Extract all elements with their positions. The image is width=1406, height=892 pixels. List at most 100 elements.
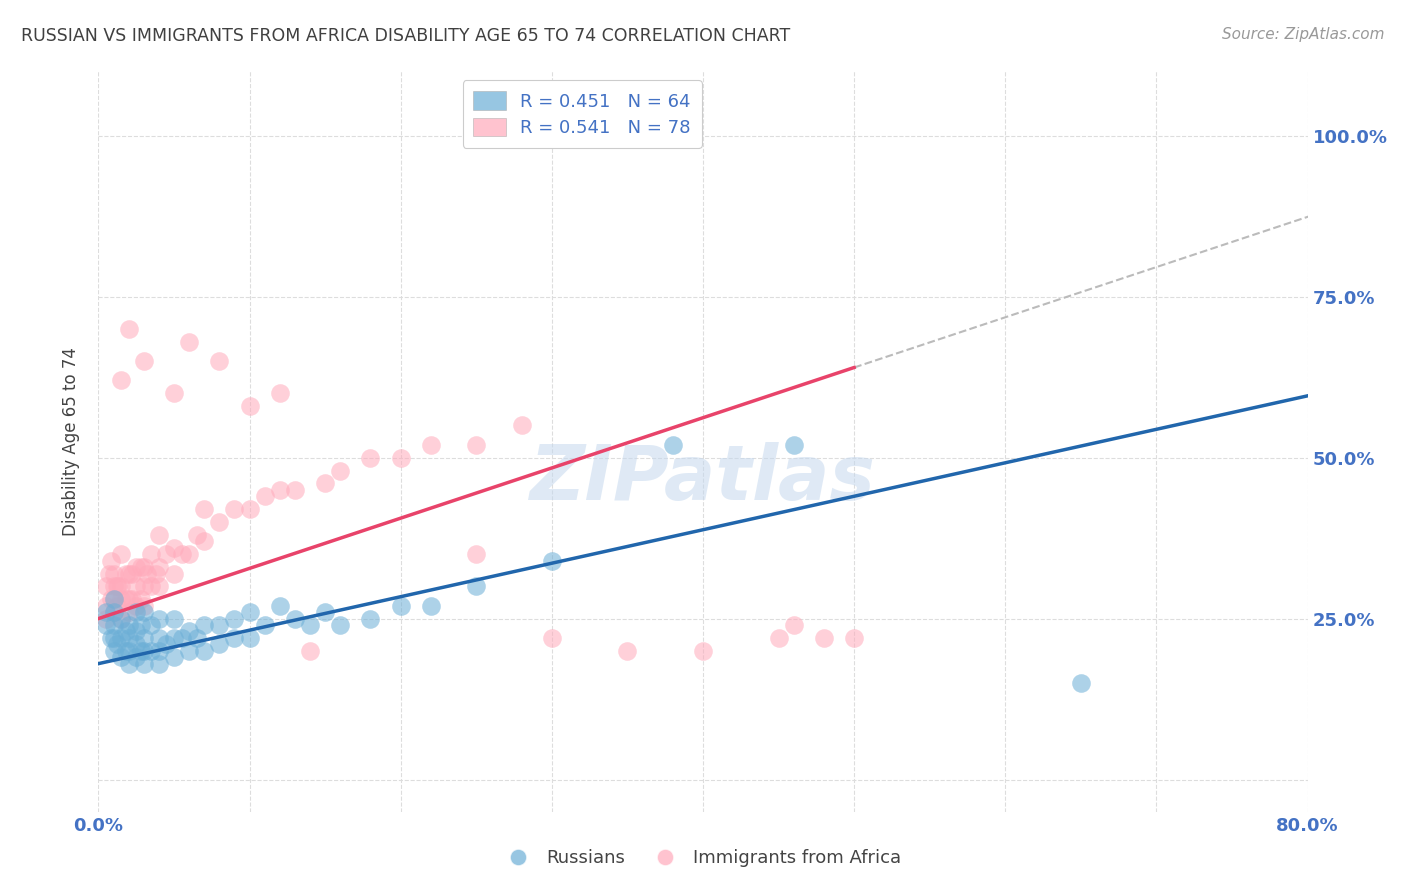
- Point: [94, 579, 117, 593]
- Point: [510, 418, 533, 433]
- Point: [118, 592, 141, 607]
- Point: [100, 592, 122, 607]
- Point: [148, 560, 170, 574]
- Point: [103, 631, 125, 645]
- Point: [94, 618, 117, 632]
- Point: [269, 483, 291, 497]
- Point: [148, 611, 170, 625]
- Point: [163, 650, 186, 665]
- Point: [110, 592, 132, 607]
- Point: [844, 631, 866, 645]
- Point: [94, 605, 117, 619]
- Point: [110, 547, 132, 561]
- Point: [239, 631, 262, 645]
- Point: [129, 560, 152, 574]
- Point: [141, 618, 163, 632]
- Point: [465, 579, 488, 593]
- Point: [783, 618, 806, 632]
- Point: [103, 579, 125, 593]
- Point: [389, 450, 412, 465]
- Point: [170, 547, 193, 561]
- Point: [540, 128, 562, 143]
- Point: [163, 631, 186, 645]
- Point: [1070, 676, 1092, 690]
- Point: [179, 547, 201, 561]
- Point: [193, 534, 215, 549]
- Point: [314, 605, 336, 619]
- Point: [155, 637, 177, 651]
- Point: [110, 611, 132, 625]
- Point: [540, 554, 562, 568]
- Point: [314, 476, 336, 491]
- Point: [100, 631, 122, 645]
- Point: [224, 611, 246, 625]
- Point: [163, 566, 186, 581]
- Point: [768, 631, 790, 645]
- Point: [103, 605, 125, 619]
- Text: Source: ZipAtlas.com: Source: ZipAtlas.com: [1222, 27, 1385, 42]
- Point: [186, 631, 208, 645]
- Point: [208, 354, 231, 368]
- Point: [141, 644, 163, 658]
- Point: [299, 618, 322, 632]
- Point: [103, 618, 125, 632]
- Point: [420, 438, 443, 452]
- Point: [110, 373, 132, 387]
- Point: [148, 644, 170, 658]
- Point: [299, 644, 322, 658]
- Point: [692, 644, 714, 658]
- Point: [129, 618, 152, 632]
- Point: [110, 650, 132, 665]
- Point: [118, 644, 141, 658]
- Point: [114, 592, 136, 607]
- Point: [148, 631, 170, 645]
- Point: [141, 547, 163, 561]
- Point: [118, 605, 141, 619]
- Point: [186, 528, 208, 542]
- Point: [155, 547, 177, 561]
- Point: [163, 541, 186, 555]
- Point: [239, 399, 262, 413]
- Point: [110, 579, 132, 593]
- Point: [114, 566, 136, 581]
- Point: [132, 644, 155, 658]
- Point: [118, 566, 141, 581]
- Point: [114, 624, 136, 639]
- Point: [125, 637, 148, 651]
- Point: [239, 502, 262, 516]
- Point: [208, 637, 231, 651]
- Point: [125, 605, 148, 619]
- Point: [239, 605, 262, 619]
- Point: [125, 579, 148, 593]
- Point: [125, 624, 148, 639]
- Point: [148, 579, 170, 593]
- Point: [129, 592, 152, 607]
- Point: [193, 618, 215, 632]
- Point: [269, 599, 291, 613]
- Point: [269, 386, 291, 401]
- Point: [118, 618, 141, 632]
- Point: [103, 592, 125, 607]
- Point: [103, 605, 125, 619]
- Text: ZIPatlas: ZIPatlas: [530, 442, 876, 516]
- Point: [141, 579, 163, 593]
- Point: [118, 631, 141, 645]
- Point: [360, 450, 382, 465]
- Point: [105, 579, 128, 593]
- Point: [98, 566, 121, 581]
- Point: [129, 644, 152, 658]
- Point: [107, 579, 129, 593]
- Point: [224, 631, 246, 645]
- Legend: Russians, Immigrants from Africa: Russians, Immigrants from Africa: [498, 842, 908, 874]
- Point: [132, 354, 155, 368]
- Point: [94, 599, 117, 613]
- Point: [145, 566, 167, 581]
- Point: [783, 438, 806, 452]
- Point: [103, 644, 125, 658]
- Point: [103, 592, 125, 607]
- Point: [179, 624, 201, 639]
- Point: [148, 657, 170, 671]
- Point: [114, 644, 136, 658]
- Point: [132, 631, 155, 645]
- Point: [94, 611, 117, 625]
